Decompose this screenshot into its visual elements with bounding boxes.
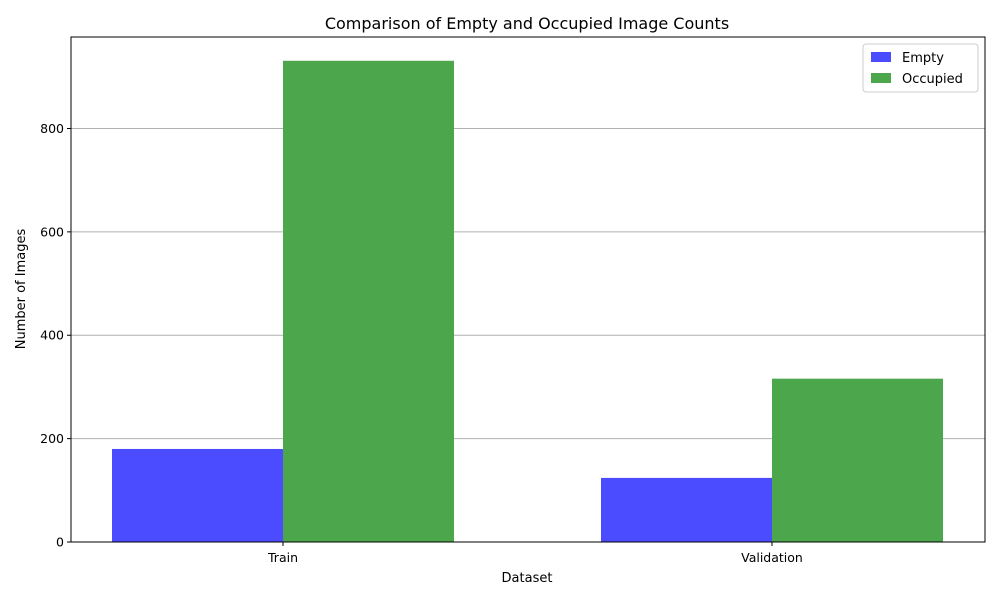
x-axis-label: Dataset [502, 571, 553, 586]
legend-label-empty: Empty [902, 51, 944, 66]
y-tick-label: 800 [40, 121, 64, 136]
x-axis: Train Validation [267, 542, 803, 565]
y-tick-label: 200 [40, 431, 64, 446]
legend-label-occupied: Occupied [902, 72, 963, 87]
legend: Empty Occupied [862, 43, 979, 93]
y-tick-label: 0 [56, 535, 64, 550]
y-axis: 0 200 400 600 800 [40, 121, 71, 550]
bar-empty-train [112, 448, 283, 542]
y-tick-label: 600 [40, 224, 64, 239]
bar-occupied-validation [772, 378, 943, 542]
x-tick-label: Train [267, 550, 298, 565]
x-tick-label: Validation [741, 550, 803, 565]
legend-frame [862, 43, 979, 93]
plot-frame [70, 36, 986, 543]
chart-title: Comparison of Empty and Occupied Image C… [325, 14, 729, 33]
bars-layer [112, 60, 943, 543]
legend-swatch-empty [871, 52, 891, 62]
bar-empty-validation [601, 477, 772, 542]
legend-swatch-occupied [871, 73, 891, 83]
bar-occupied-train [283, 60, 454, 543]
y-axis-label: Number of Images [14, 229, 29, 350]
y-tick-label: 400 [40, 328, 64, 343]
